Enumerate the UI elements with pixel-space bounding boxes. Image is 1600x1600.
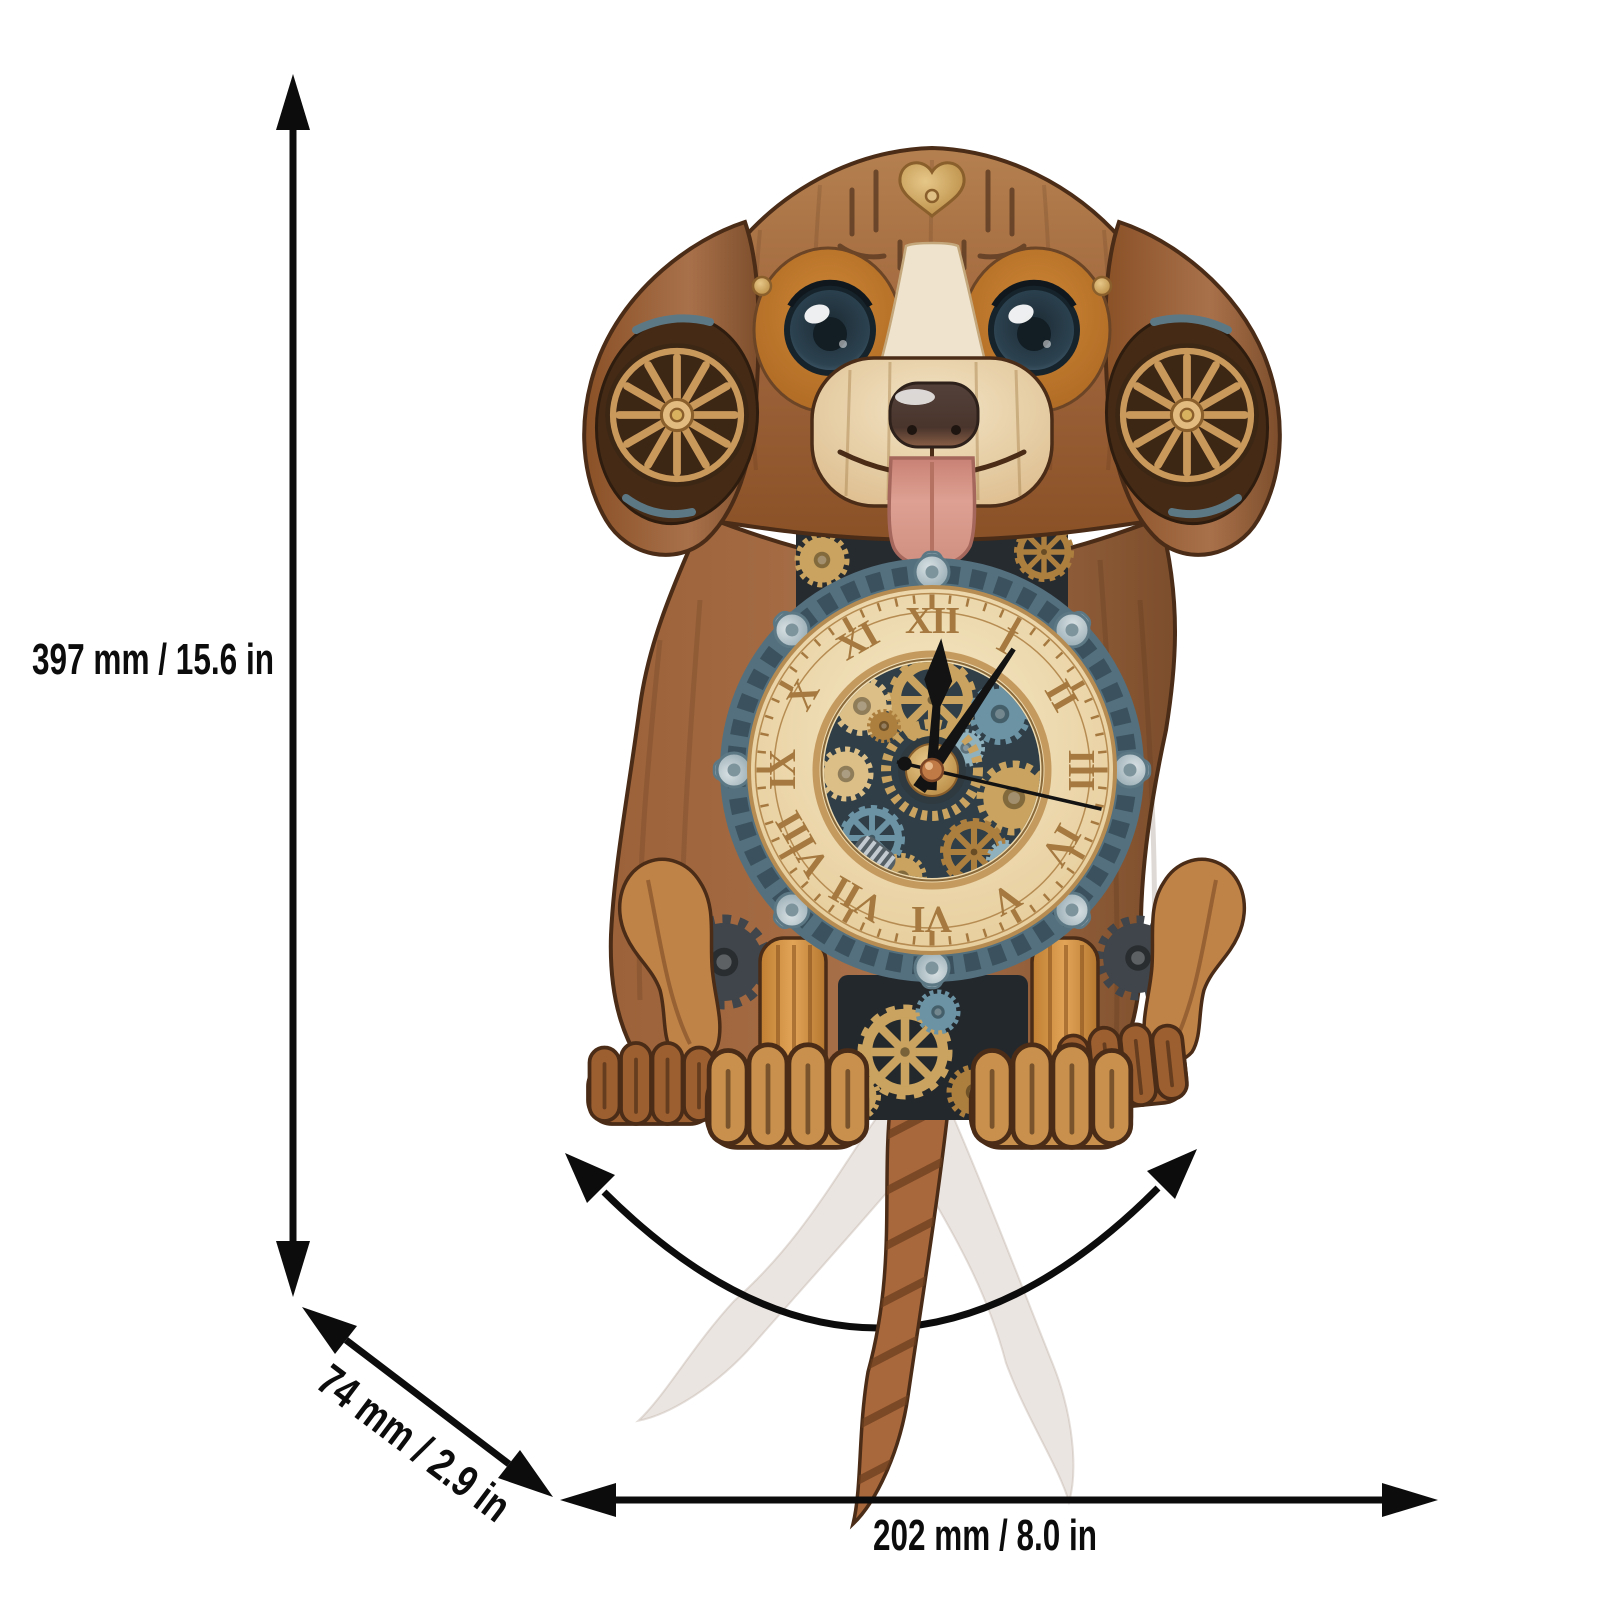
forehead-screws	[751, 275, 1113, 297]
muzzle	[810, 356, 1054, 508]
dial-ticks	[756, 594, 1108, 946]
height-dimension: 397 mm / 15.6 in	[32, 74, 310, 1297]
arrowhead-up-icon	[276, 74, 310, 130]
tongue	[887, 456, 977, 568]
left-ear-gear-rosette-icon	[605, 343, 749, 487]
arrowhead-down-icon	[276, 1241, 310, 1297]
arrowhead-downright-icon	[498, 1450, 553, 1497]
width-dimension-label: 202 mm / 8.0 in	[873, 1511, 1097, 1560]
depth-dimension: 74 mm / 2.9 in	[302, 1307, 553, 1532]
arrowhead-left-icon	[560, 1483, 616, 1517]
dog-ears	[582, 219, 1282, 557]
dial-numeral: VI	[912, 898, 952, 940]
hour-hand	[924, 638, 953, 791]
right-eye	[988, 279, 1080, 376]
front-right-paw	[971, 1045, 1131, 1148]
arrowhead-right-icon	[1382, 1483, 1438, 1517]
front-left-paw	[707, 1045, 867, 1148]
dial-numeral: III	[1060, 749, 1102, 791]
arrowhead-upleft-icon	[302, 1307, 357, 1354]
height-dimension-label: 397 mm / 15.6 in	[32, 635, 274, 684]
depth-dimension-label: 74 mm / 2.9 in	[308, 1355, 520, 1531]
dog-face	[751, 241, 1113, 568]
crest-ornament	[837, 161, 1027, 271]
swing-arrowhead-right-icon	[1147, 1149, 1197, 1199]
dial-numeral: XII	[905, 600, 959, 642]
center-hub	[919, 757, 945, 783]
hind-left-paw	[586, 1041, 716, 1126]
right-ear-gear-rosette-icon	[1115, 343, 1259, 487]
minute-hand	[913, 647, 1016, 793]
swing-arrowhead-left-icon	[565, 1153, 615, 1203]
width-dimension: 202 mm / 8.0 in	[560, 1483, 1438, 1560]
left-eye	[784, 279, 876, 376]
dial-numeral: IX	[762, 749, 804, 790]
